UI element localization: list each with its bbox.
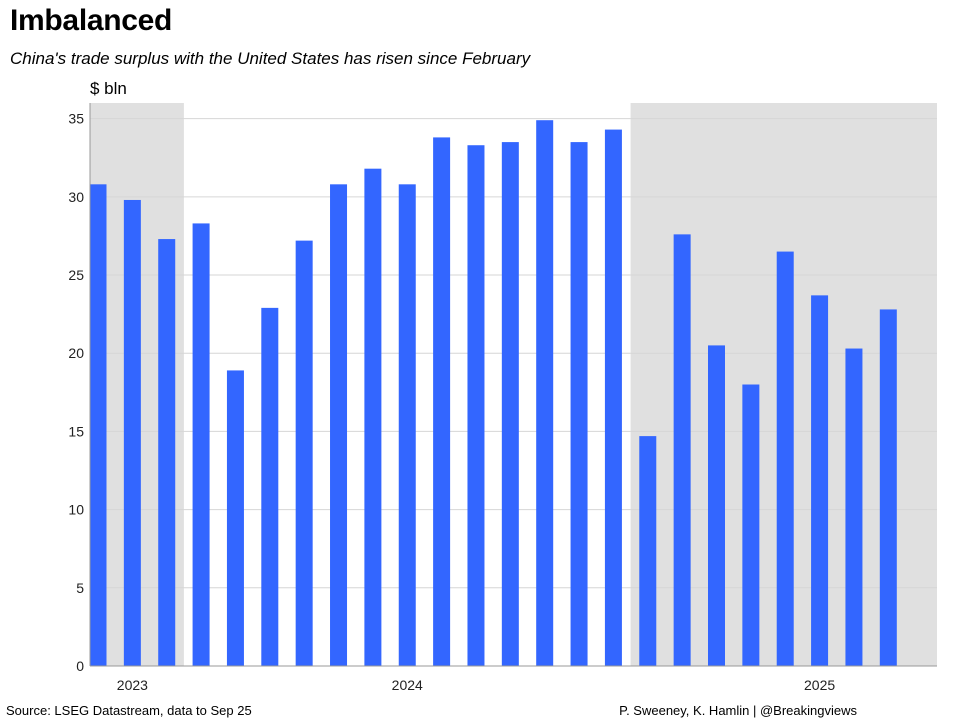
y-tick-label: 10 bbox=[68, 502, 84, 518]
bar-Jan-25 bbox=[639, 436, 657, 666]
y-tick-label: 25 bbox=[68, 267, 84, 283]
y-tick-label: 15 bbox=[68, 423, 84, 439]
y-tick-label: 30 bbox=[68, 189, 84, 205]
bar-Aug-25 bbox=[879, 309, 897, 666]
bar-Apr-24 bbox=[330, 184, 348, 667]
bar-Jun-24 bbox=[398, 184, 416, 667]
source-note: Source: LSEG Datastream, data to Sep 25 bbox=[6, 703, 252, 718]
x-tick-label-2024: 2024 bbox=[392, 677, 423, 693]
chart-title: Imbalanced bbox=[10, 4, 173, 37]
y-tick-label: 35 bbox=[68, 111, 84, 127]
bar-Dec-24 bbox=[604, 129, 622, 666]
bar-Oct-24 bbox=[536, 120, 554, 667]
bar-Nov-24 bbox=[570, 142, 588, 666]
chart-subtitle: China's trade surplus with the United St… bbox=[10, 49, 531, 68]
bars bbox=[90, 120, 897, 667]
x-tick-label-2023: 2023 bbox=[117, 677, 148, 693]
x-tick-label-2025: 2025 bbox=[804, 677, 835, 693]
bar-Jul-24 bbox=[433, 137, 451, 667]
axes bbox=[89, 103, 937, 667]
y-tick-label: 0 bbox=[76, 658, 84, 674]
bar-Feb-25 bbox=[673, 234, 691, 666]
y-tick-label: 5 bbox=[76, 580, 84, 596]
y-axis-label: $ bln bbox=[90, 79, 127, 98]
bar-Oct-23 bbox=[123, 199, 141, 666]
bar-Feb-24 bbox=[261, 307, 279, 666]
credit-note: P. Sweeney, K. Hamlin | @Breakingviews bbox=[619, 703, 857, 718]
bar-May-24 bbox=[364, 168, 382, 666]
bar-Jun-25 bbox=[811, 295, 829, 666]
bar-Nov-23 bbox=[158, 239, 176, 666]
bar-Dec-23 bbox=[192, 223, 210, 667]
bar-Jan-24 bbox=[226, 370, 244, 666]
bar-Mar-24 bbox=[295, 240, 313, 666]
bar-Sep-23 bbox=[90, 184, 107, 667]
bar-Apr-25 bbox=[742, 384, 760, 666]
bar-Sep-24 bbox=[501, 142, 519, 666]
y-tick-label: 20 bbox=[68, 345, 84, 361]
bar-May-25 bbox=[776, 251, 794, 666]
bar-Mar-25 bbox=[707, 345, 725, 666]
bar-Aug-24 bbox=[467, 145, 485, 667]
bar-Jul-25 bbox=[845, 348, 863, 666]
